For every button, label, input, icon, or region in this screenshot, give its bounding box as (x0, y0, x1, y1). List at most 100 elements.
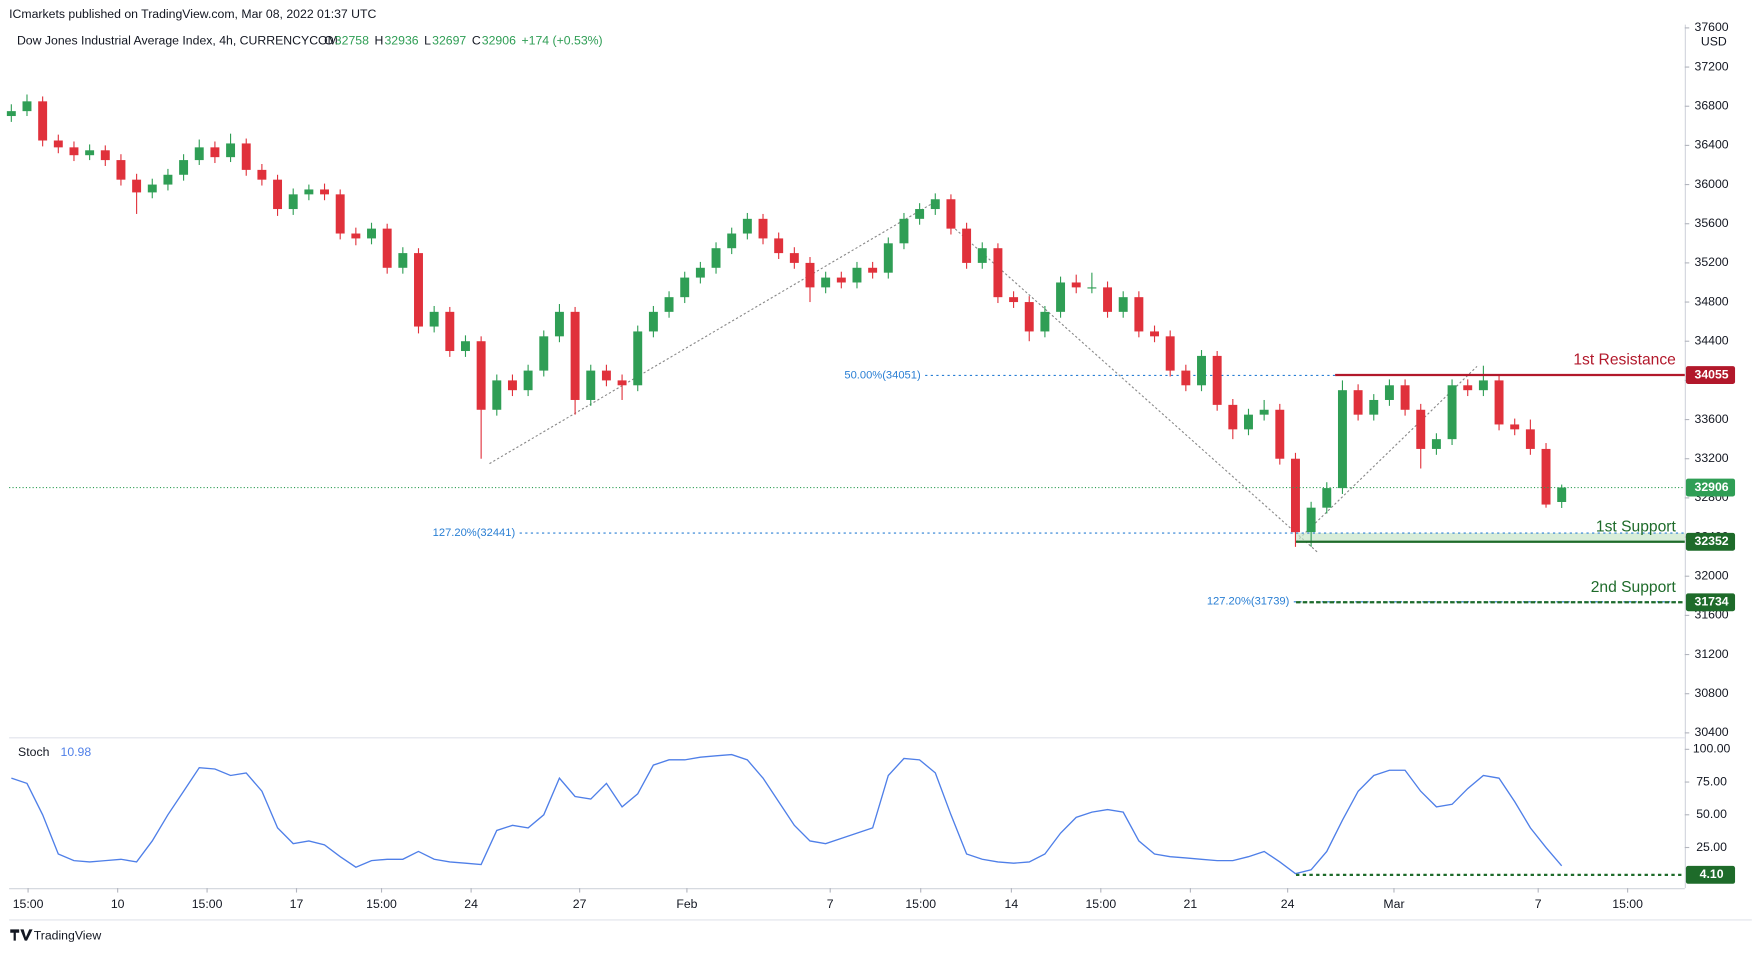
candle-body (570, 311, 580, 400)
candle-body (414, 253, 423, 327)
y-tick-label: 36000 (1695, 177, 1729, 191)
candle-body (977, 248, 987, 263)
candle-body (1557, 487, 1567, 502)
candle-body (1024, 302, 1034, 332)
candle-body (1134, 297, 1144, 332)
y-tick-label: 35600 (1695, 216, 1729, 230)
candle-body (648, 311, 658, 332)
candle-body (461, 341, 470, 352)
candle-body (288, 194, 298, 210)
x-tick-label: Feb (676, 897, 697, 911)
candle-body (633, 331, 643, 386)
candle-body (586, 370, 596, 400)
y-tick-label: 35200 (1695, 255, 1729, 269)
candle-body (1306, 507, 1316, 533)
fib-level-label: 50.00%(34051) (844, 369, 921, 381)
candle-body (6, 111, 16, 117)
candle-body (1322, 488, 1332, 508)
x-tick-label: Mar (1383, 897, 1404, 911)
candle-body (774, 238, 784, 254)
stoch-tick-label: 25.00 (1696, 840, 1727, 854)
x-tick-label: 15:00 (366, 897, 397, 911)
support-zone (1296, 533, 1685, 542)
candle-body (85, 150, 95, 156)
x-tick-label: 15:00 (192, 897, 223, 911)
stoch-level-label: 4.10 (1700, 867, 1724, 881)
brand-logo: TradingView (10, 928, 101, 942)
candle-body (320, 189, 329, 195)
candle-body (805, 262, 815, 288)
x-tick-label: 24 (1281, 897, 1295, 911)
candle-body (1369, 399, 1379, 415)
ohlc-value: 32906 (482, 34, 516, 48)
candle-body (1337, 390, 1347, 489)
candle-body (147, 184, 157, 193)
candle-body (727, 233, 737, 249)
candle-body (1118, 297, 1128, 312)
price-change: +174 (+0.53%) (521, 34, 602, 48)
x-tick-label: 7 (827, 897, 834, 911)
candle-body (241, 143, 251, 170)
candle-body (22, 101, 32, 112)
stoch-name: Stoch (18, 745, 50, 759)
stoch-tick-label: 50.00 (1696, 807, 1727, 821)
candle-body (1463, 385, 1473, 391)
candle-body (1244, 414, 1253, 430)
candle-body (883, 243, 893, 273)
candle-body (1525, 429, 1535, 449)
last-price-label: 32906 (1695, 480, 1729, 494)
candle-body (116, 160, 126, 180)
candle-body (1400, 385, 1410, 410)
candle-body (1212, 355, 1222, 405)
candle-body (335, 194, 345, 234)
candle-body (1494, 380, 1504, 425)
candle-body (695, 267, 705, 278)
ohlc-value: 32697 (432, 34, 466, 48)
y-tick-label: 31200 (1695, 647, 1729, 661)
y-tick-label: 30400 (1695, 725, 1729, 739)
candle-body (1040, 311, 1050, 332)
x-tick-label: 10 (111, 897, 125, 911)
ohlc-value: 32936 (384, 34, 418, 48)
candle-body (304, 189, 314, 195)
candle-body (868, 267, 878, 273)
fib-level-label: 127.20%(32441) (433, 527, 516, 539)
candle-body (1353, 390, 1363, 415)
candle-body (132, 179, 142, 193)
level-name: 1st Support (1596, 518, 1677, 535)
candle-body (1431, 439, 1441, 449)
stoch-tick-label: 75.00 (1696, 774, 1727, 788)
y-tick-label: 30800 (1695, 686, 1729, 700)
candle-body (53, 140, 63, 148)
y-tick-label: 33600 (1695, 412, 1729, 426)
x-tick-label: 21 (1184, 897, 1198, 911)
candle-body (1447, 385, 1457, 440)
candle-body (507, 380, 517, 391)
ohlc-letter: L (424, 34, 431, 48)
candle-body (1259, 409, 1269, 415)
candle-body (1228, 404, 1238, 430)
candle-body (930, 199, 940, 210)
x-tick-label: 15:00 (1085, 897, 1116, 911)
y-tick-label: 33200 (1695, 451, 1729, 465)
candle-body (429, 311, 439, 327)
stoch-last: 10.98 (61, 745, 92, 759)
candle-body (1510, 424, 1520, 430)
candle-body (1541, 448, 1551, 505)
candle-body (351, 233, 361, 239)
y-tick-label: 32000 (1695, 568, 1729, 582)
candle-body (554, 311, 564, 337)
last-price-box (1685, 478, 1736, 497)
x-tick-label: 24 (464, 897, 478, 911)
candle-body (993, 248, 1003, 298)
candle-body (821, 277, 831, 288)
candle-body (711, 248, 721, 268)
candle-body (163, 174, 173, 185)
candle-body (523, 370, 533, 391)
level-name: 2nd Support (1591, 579, 1677, 596)
candle-body (1384, 385, 1394, 400)
candle-body (398, 253, 408, 268)
candle-body (852, 267, 862, 283)
